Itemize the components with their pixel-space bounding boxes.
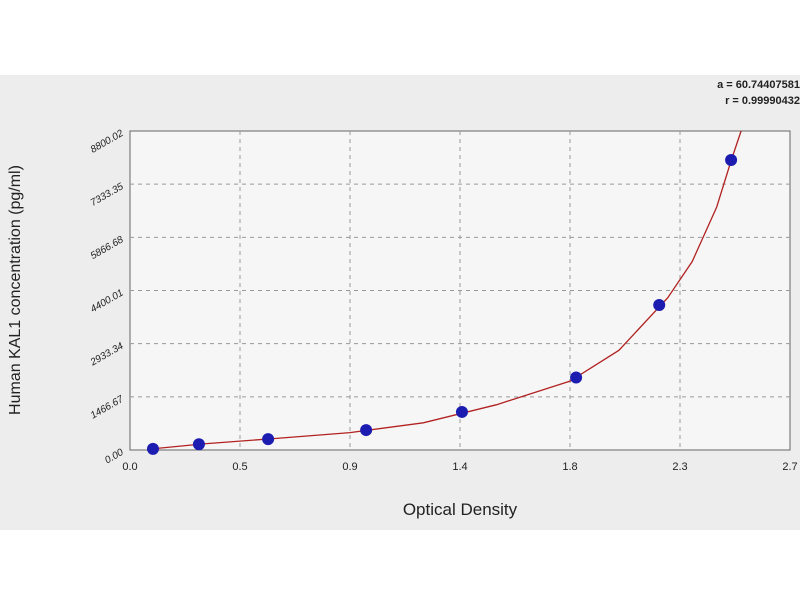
fit-curve xyxy=(151,130,742,450)
data-point xyxy=(653,299,666,312)
x-tick-label: 0.9 xyxy=(342,461,357,473)
data-point xyxy=(570,371,583,384)
x-tick-label: 1.8 xyxy=(562,461,577,473)
x-tick-label: 2.7 xyxy=(782,461,797,473)
x-axis-label: Optical Density xyxy=(403,500,518,519)
data-point xyxy=(146,442,159,455)
x-tick-label: 2.3 xyxy=(672,461,687,473)
x-tick-label: 1.4 xyxy=(452,461,467,473)
y-axis-label: Human KAL1 concentration (pg/ml) xyxy=(7,165,24,415)
data-point xyxy=(360,424,373,437)
x-tick-label: 0.5 xyxy=(232,461,247,473)
annotation: r = 0.99990432 xyxy=(725,95,800,107)
data-point xyxy=(192,438,205,451)
x-tick-label: 0.0 xyxy=(122,461,137,473)
annotation: a = 60.74407581 xyxy=(717,79,800,91)
data-point xyxy=(725,154,738,167)
data-point xyxy=(262,433,275,446)
data-point xyxy=(455,405,468,418)
